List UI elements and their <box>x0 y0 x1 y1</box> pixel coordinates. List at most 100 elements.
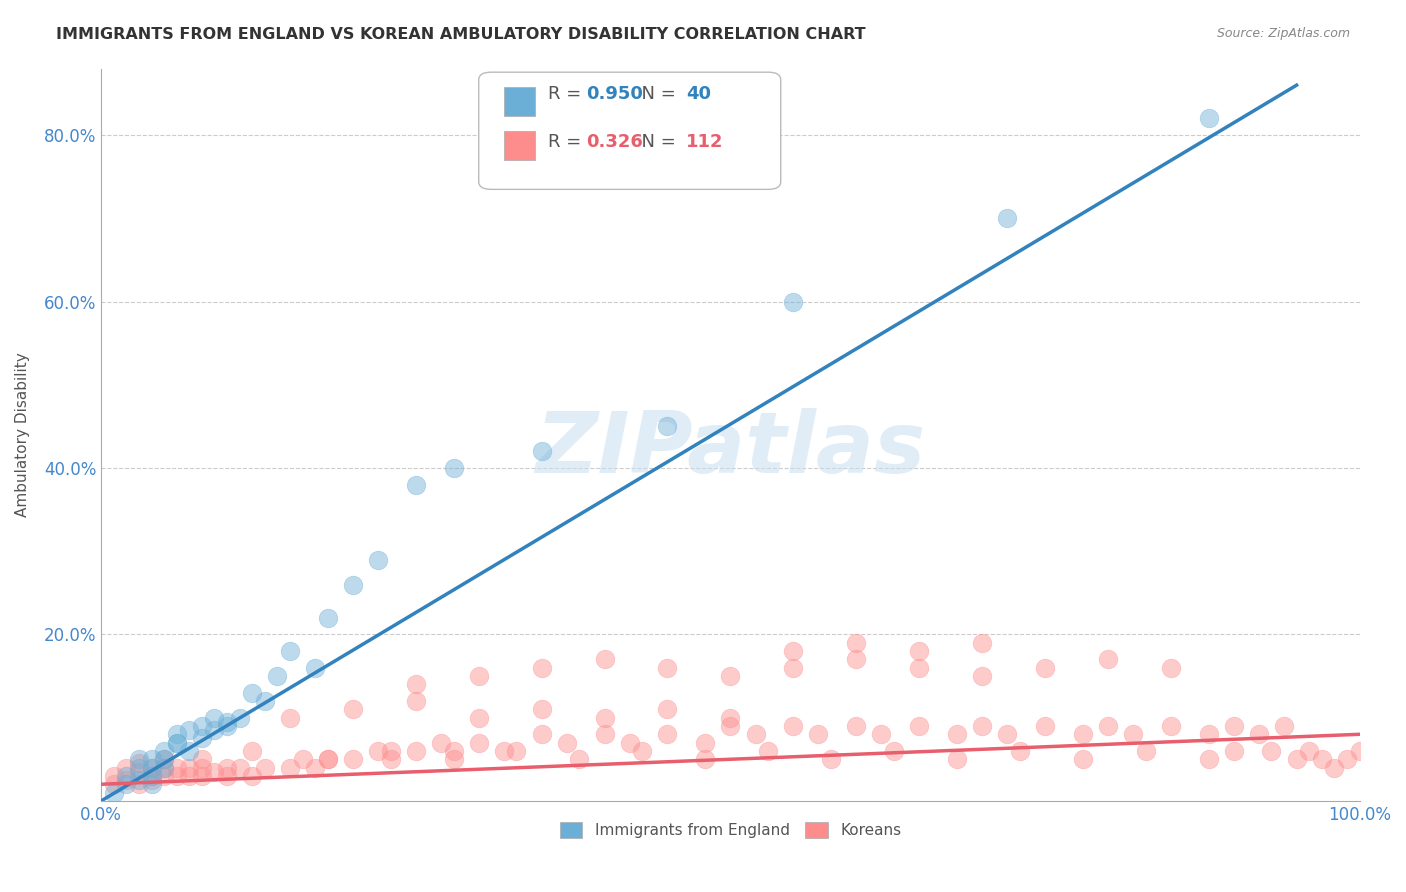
Point <box>166 736 188 750</box>
Point <box>141 769 163 783</box>
Point <box>1298 744 1320 758</box>
Point <box>1122 727 1144 741</box>
Point <box>782 294 804 309</box>
Point <box>304 661 326 675</box>
Point <box>405 677 427 691</box>
Point <box>179 744 201 758</box>
Point <box>505 744 527 758</box>
Point <box>191 731 214 746</box>
Point <box>908 719 931 733</box>
Point <box>405 694 427 708</box>
Point <box>1097 652 1119 666</box>
Point <box>103 769 125 783</box>
Point <box>1160 661 1182 675</box>
Point <box>204 723 226 738</box>
Point <box>1008 744 1031 758</box>
Point <box>820 752 842 766</box>
Point <box>1310 752 1333 766</box>
Point <box>756 744 779 758</box>
Point <box>342 577 364 591</box>
Point <box>1272 719 1295 733</box>
Point <box>970 636 993 650</box>
Point <box>555 736 578 750</box>
Point <box>103 777 125 791</box>
Point <box>316 752 339 766</box>
Point <box>316 611 339 625</box>
Point <box>695 752 717 766</box>
Point <box>141 761 163 775</box>
Legend: Immigrants from England, Koreans: Immigrants from England, Koreans <box>554 816 907 845</box>
Point <box>304 761 326 775</box>
Point <box>657 702 679 716</box>
Point <box>405 477 427 491</box>
Point <box>845 719 868 733</box>
Point <box>631 744 654 758</box>
Point <box>657 661 679 675</box>
Point <box>240 769 263 783</box>
Point <box>128 756 150 771</box>
Point <box>1071 752 1094 766</box>
Point <box>166 736 188 750</box>
Point <box>593 711 616 725</box>
Point <box>995 727 1018 741</box>
Point <box>718 719 741 733</box>
Point <box>593 727 616 741</box>
Point <box>946 752 969 766</box>
Point <box>141 777 163 791</box>
Text: R =: R = <box>548 133 586 151</box>
Point <box>593 652 616 666</box>
Point <box>1033 719 1056 733</box>
Point <box>128 777 150 791</box>
Point <box>1160 719 1182 733</box>
Point <box>204 764 226 779</box>
Point <box>253 694 276 708</box>
Point <box>718 669 741 683</box>
Point <box>883 744 905 758</box>
Point <box>228 711 250 725</box>
Point <box>153 761 176 775</box>
Point <box>141 761 163 775</box>
Point <box>908 661 931 675</box>
Point <box>657 727 679 741</box>
Point <box>807 727 830 741</box>
Point <box>970 719 993 733</box>
Point <box>1323 761 1346 775</box>
Point <box>291 752 314 766</box>
Point <box>467 711 489 725</box>
Point <box>492 744 515 758</box>
Point <box>970 669 993 683</box>
Point <box>179 761 201 775</box>
Text: 0.326: 0.326 <box>586 133 643 151</box>
Point <box>217 719 239 733</box>
Point <box>1222 719 1244 733</box>
Point <box>191 769 214 783</box>
FancyBboxPatch shape <box>478 72 780 189</box>
Point <box>1071 727 1094 741</box>
Point <box>342 752 364 766</box>
Point <box>367 552 389 566</box>
Point <box>845 636 868 650</box>
Point <box>718 711 741 725</box>
Point <box>467 736 489 750</box>
Point <box>278 761 301 775</box>
Point <box>744 727 766 741</box>
Point <box>1198 752 1220 766</box>
Point <box>217 761 239 775</box>
Text: IMMIGRANTS FROM ENGLAND VS KOREAN AMBULATORY DISABILITY CORRELATION CHART: IMMIGRANTS FROM ENGLAND VS KOREAN AMBULA… <box>56 27 866 42</box>
Point <box>166 727 188 741</box>
Point <box>657 419 679 434</box>
Point <box>253 761 276 775</box>
Point <box>695 736 717 750</box>
Point <box>1247 727 1270 741</box>
Text: N =: N = <box>630 85 682 103</box>
Point <box>153 752 176 766</box>
Point <box>266 669 288 683</box>
Point <box>191 752 214 766</box>
Point <box>870 727 893 741</box>
Point <box>1222 744 1244 758</box>
Point <box>141 769 163 783</box>
Point <box>530 661 553 675</box>
Point <box>115 773 138 788</box>
Point <box>530 727 553 741</box>
Text: Source: ZipAtlas.com: Source: ZipAtlas.com <box>1216 27 1350 40</box>
